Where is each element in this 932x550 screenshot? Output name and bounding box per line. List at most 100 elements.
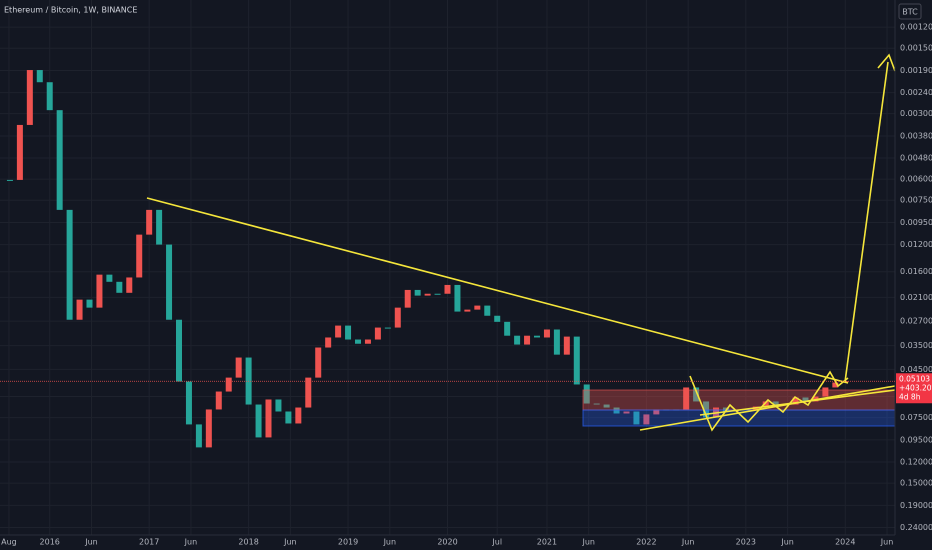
candle (235, 357, 242, 378)
y-tick-label: 0.02700 (900, 317, 932, 326)
candle (474, 305, 481, 310)
y-tick-label: 0.01200 (900, 240, 932, 249)
candle (265, 399, 272, 438)
y-tick-label: 0.24000 (900, 523, 932, 532)
y-tick-label: 0.00240 (900, 88, 932, 97)
y-tick-label: 0.00750 (900, 196, 932, 205)
candle (6, 179, 13, 181)
x-tick-label: 2024 (835, 538, 855, 547)
candle (653, 409, 660, 415)
x-tick-label: Jun (581, 538, 595, 547)
x-tick-label: 2019 (338, 538, 358, 547)
candle (285, 411, 292, 424)
candle (166, 244, 173, 320)
candle (504, 321, 511, 336)
candle (275, 399, 282, 412)
candle (16, 124, 23, 180)
candle (325, 337, 332, 348)
candle (384, 327, 391, 329)
candle (703, 401, 710, 418)
y-tick-label: 0.15000 (900, 479, 932, 488)
candle (185, 381, 192, 425)
candle (374, 327, 381, 340)
candle (364, 339, 371, 344)
grid (0, 0, 895, 535)
candle (225, 377, 232, 392)
y-tick-label: 0.00120 (900, 23, 932, 32)
y-tick-label: 0.00380 (900, 132, 932, 141)
price-label-box (896, 373, 932, 404)
candle (355, 339, 361, 344)
candle (613, 407, 620, 414)
candle (305, 377, 312, 408)
candle (583, 384, 590, 404)
candle (563, 336, 570, 355)
candle (36, 70, 43, 83)
candle (394, 307, 401, 328)
support-line (639, 385, 896, 431)
chart-title: Ethereum / Bitcoin, 1W, BINANCE (4, 6, 137, 15)
candle (176, 319, 182, 382)
candle (414, 289, 421, 296)
currency: BTC (902, 8, 918, 17)
currency-box[interactable] (898, 3, 922, 20)
candle (345, 325, 352, 340)
trendline (146, 197, 849, 384)
x-tick-label: Jun (780, 538, 794, 547)
candle (832, 382, 839, 388)
candle (683, 387, 690, 410)
last-price: 0.05103 (899, 374, 930, 383)
x-tick-label: 2016 (40, 538, 60, 547)
y-tick-label: 0.12000 (900, 457, 932, 466)
candle (603, 404, 610, 408)
candle (573, 336, 580, 385)
candle (116, 281, 123, 293)
x-tick-label: Jun (880, 538, 894, 547)
candle (772, 401, 779, 405)
candle (464, 309, 471, 312)
x-tick-label: Jun (383, 538, 397, 547)
candle (404, 289, 411, 308)
x-tick-label: 2017 (139, 538, 159, 547)
x-tick-label: Jun (681, 538, 695, 547)
candle (822, 387, 829, 397)
candle (762, 401, 769, 407)
candle (66, 209, 73, 320)
y-tick-label: 0.07500 (900, 413, 932, 422)
candle (792, 397, 799, 405)
y-tick-label: 0.03500 (900, 341, 932, 350)
candle (255, 404, 262, 438)
candle (26, 70, 33, 125)
candle (623, 411, 630, 414)
x-tick-label: 2020 (437, 538, 457, 547)
candle (484, 305, 491, 316)
zigzag (689, 370, 849, 432)
wedge-line (699, 389, 896, 416)
projection-arrow (844, 61, 889, 383)
candle (633, 411, 640, 425)
candle (434, 293, 441, 295)
change: +403.20% (899, 383, 932, 392)
candle (494, 315, 501, 322)
candle (46, 82, 53, 111)
y-tick-label: 0.04500 (900, 365, 932, 374)
candle (454, 284, 461, 312)
x-tick-label: Jun (84, 538, 98, 547)
y-tick-label: 0.19000 (900, 501, 932, 510)
y-tick-label: 0.00480 (900, 154, 932, 163)
candle (96, 274, 103, 308)
y-tick-label: 0.00300 (900, 109, 932, 118)
candle (335, 325, 342, 338)
x-tick-label: Jun (184, 538, 198, 547)
candle (534, 335, 540, 338)
y-tick-label: 0.00150 (900, 44, 932, 53)
candle (315, 347, 322, 378)
candle (156, 209, 163, 245)
x-tick-label: 2018 (238, 538, 258, 547)
candle (205, 409, 212, 448)
candle (56, 110, 63, 210)
candle (136, 234, 143, 278)
candle (126, 277, 133, 293)
candle (693, 387, 700, 402)
